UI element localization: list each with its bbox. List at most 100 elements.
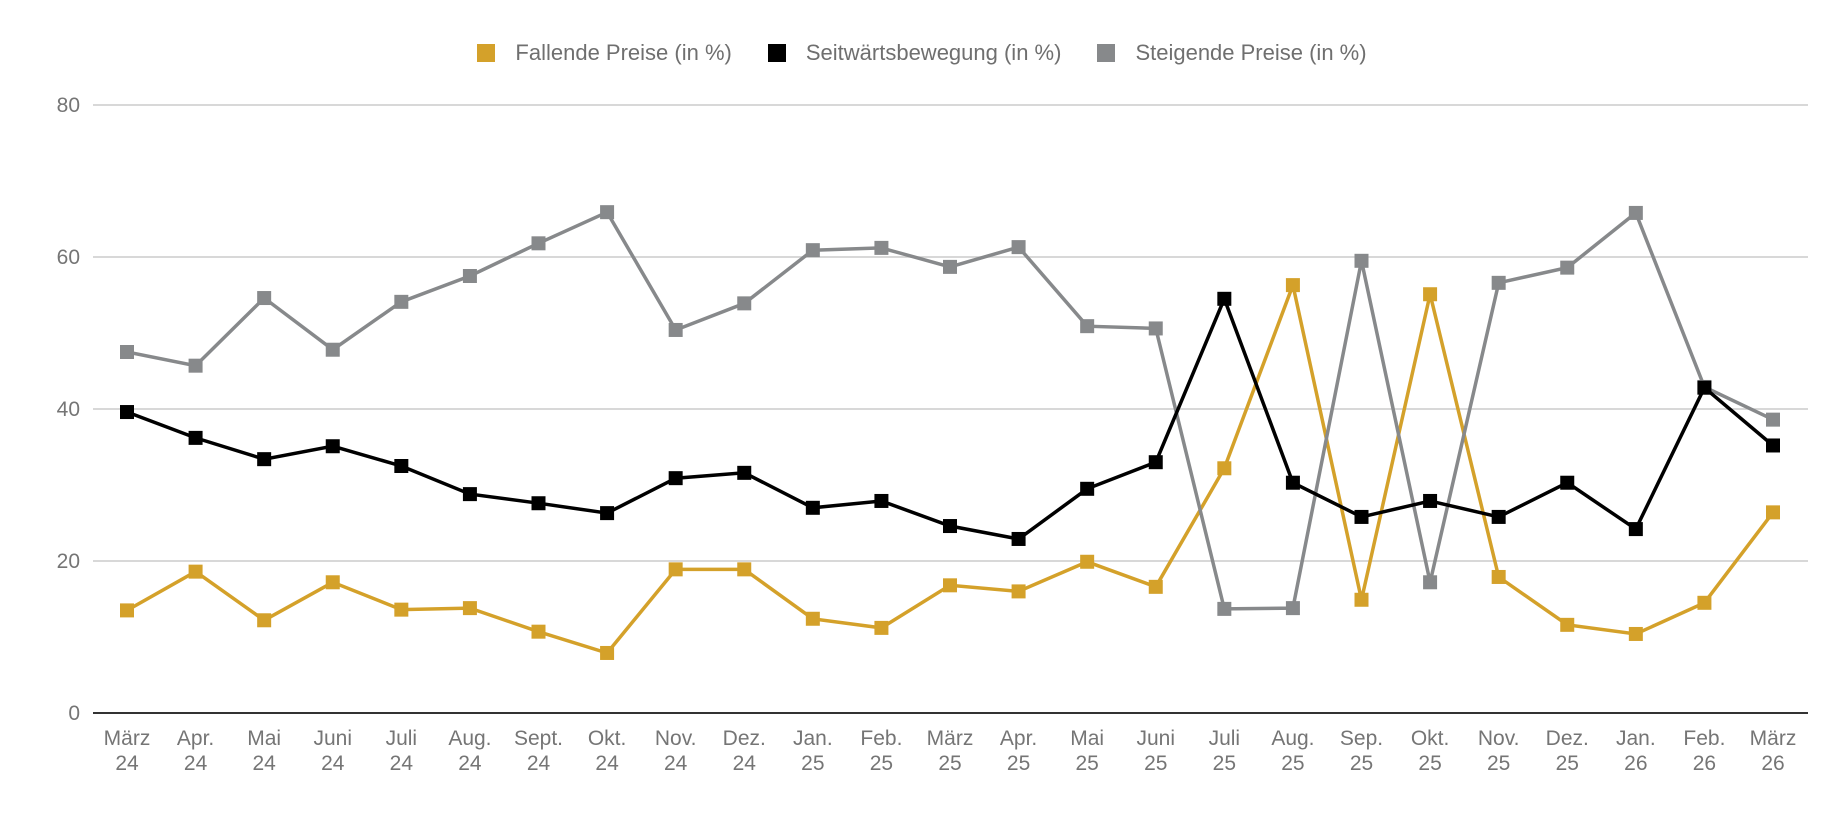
x-tick-label-year: 25 xyxy=(938,752,961,775)
data-point-steigende-preise[interactable] xyxy=(257,291,272,306)
data-point-steigende-preise[interactable] xyxy=(462,269,477,283)
data-point-fallende-preise[interactable] xyxy=(1217,461,1232,476)
data-point-seitwaertsbewegung[interactable] xyxy=(1217,291,1232,306)
data-point-seitwaertsbewegung[interactable] xyxy=(188,430,203,445)
data-point-steigende-preise[interactable] xyxy=(325,342,340,357)
data-point-seitwaertsbewegung[interactable] xyxy=(531,496,546,511)
x-tick-label-year: 25 xyxy=(1144,752,1167,775)
legend-label-seitwaertsbewegung: Seitwärtsbewegung (in %) xyxy=(805,40,1062,65)
legend-item-seitwaertsbewegung[interactable]: Seitwärtsbewegung (in %) xyxy=(767,40,1062,66)
data-point-seitwaertsbewegung[interactable] xyxy=(943,519,957,534)
data-point-fallende-preise[interactable] xyxy=(1423,287,1438,302)
x-tick-label-month: Jan. xyxy=(1616,727,1656,750)
data-point-steigende-preise[interactable] xyxy=(737,296,752,311)
data-point-fallende-preise[interactable] xyxy=(188,564,203,579)
x-tick-label-month: Dez. xyxy=(723,727,766,750)
data-point-fallende-preise[interactable] xyxy=(805,611,820,626)
data-point-steigende-preise[interactable] xyxy=(1148,321,1163,336)
data-point-seitwaertsbewegung[interactable] xyxy=(1766,438,1780,453)
data-point-fallende-preise[interactable] xyxy=(1011,584,1026,599)
data-point-steigende-preise[interactable] xyxy=(874,240,889,255)
data-point-steigende-preise[interactable] xyxy=(600,205,615,220)
x-tick-label-month: Feb. xyxy=(1683,727,1725,750)
data-point-seitwaertsbewegung[interactable] xyxy=(257,452,272,467)
data-point-fallende-preise[interactable] xyxy=(120,603,134,618)
data-point-seitwaertsbewegung[interactable] xyxy=(462,487,477,502)
data-point-seitwaertsbewegung[interactable] xyxy=(737,465,752,480)
x-tick-label-year: 25 xyxy=(801,752,824,775)
data-point-seitwaertsbewegung[interactable] xyxy=(1354,509,1369,524)
data-point-fallende-preise[interactable] xyxy=(531,624,546,639)
data-point-fallende-preise[interactable] xyxy=(1766,505,1780,520)
data-point-seitwaertsbewegung[interactable] xyxy=(600,506,615,521)
x-tick-label-month: Mai xyxy=(1070,727,1104,750)
data-point-seitwaertsbewegung[interactable] xyxy=(668,471,683,486)
x-tick-label-year: 24 xyxy=(252,752,276,775)
data-point-fallende-preise[interactable] xyxy=(1697,595,1712,610)
legend-item-steigende-preise[interactable]: Steigende Preise (in %) xyxy=(1097,40,1367,66)
data-point-fallende-preise[interactable] xyxy=(874,620,889,635)
data-point-seitwaertsbewegung[interactable] xyxy=(1148,455,1163,470)
data-point-fallende-preise[interactable] xyxy=(394,602,409,617)
data-point-fallende-preise[interactable] xyxy=(668,562,683,577)
x-tick-label-year: 24 xyxy=(458,752,482,775)
data-point-seitwaertsbewegung[interactable] xyxy=(1697,380,1712,395)
data-point-seitwaertsbewegung[interactable] xyxy=(1491,509,1506,524)
data-point-seitwaertsbewegung[interactable] xyxy=(805,500,820,515)
data-point-steigende-preise[interactable] xyxy=(1766,412,1780,427)
data-point-seitwaertsbewegung[interactable] xyxy=(874,493,889,508)
series-fallende-preise xyxy=(120,278,1780,660)
data-point-steigende-preise[interactable] xyxy=(1217,601,1232,616)
data-point-fallende-preise[interactable] xyxy=(1354,592,1369,607)
x-tick-label-month: Okt. xyxy=(588,727,627,750)
x-tick-label-year: 24 xyxy=(664,752,688,775)
x-tick-label-year: 25 xyxy=(1418,752,1441,775)
data-point-steigende-preise[interactable] xyxy=(394,294,409,309)
data-point-fallende-preise[interactable] xyxy=(1148,579,1163,594)
data-point-steigende-preise[interactable] xyxy=(1423,575,1438,590)
data-point-fallende-preise[interactable] xyxy=(737,562,752,577)
data-point-fallende-preise[interactable] xyxy=(1628,626,1643,641)
data-point-fallende-preise[interactable] xyxy=(325,575,340,590)
data-point-seitwaertsbewegung[interactable] xyxy=(394,459,409,473)
data-point-steigende-preise[interactable] xyxy=(120,345,134,359)
data-point-steigende-preise[interactable] xyxy=(1011,240,1026,255)
data-point-steigende-preise[interactable] xyxy=(943,259,957,274)
data-point-steigende-preise[interactable] xyxy=(668,322,683,337)
data-point-steigende-preise[interactable] xyxy=(805,243,820,258)
y-tick-label: 20 xyxy=(57,550,80,573)
data-point-fallende-preise[interactable] xyxy=(1080,554,1095,569)
data-point-fallende-preise[interactable] xyxy=(462,601,477,616)
x-tick-label-month: März xyxy=(1750,727,1797,750)
data-point-seitwaertsbewegung[interactable] xyxy=(1628,522,1643,537)
data-point-steigende-preise[interactable] xyxy=(1285,601,1300,616)
data-point-seitwaertsbewegung[interactable] xyxy=(120,405,134,420)
data-point-steigende-preise[interactable] xyxy=(1080,319,1095,334)
x-tick-label-month: Apr. xyxy=(177,727,214,750)
data-point-steigende-preise[interactable] xyxy=(531,236,546,251)
x-tick-label-year: 25 xyxy=(870,752,893,775)
legend-item-fallende-preise[interactable]: Fallende Preise (in %) xyxy=(477,40,732,66)
data-point-steigende-preise[interactable] xyxy=(188,358,203,373)
data-point-seitwaertsbewegung[interactable] xyxy=(1080,481,1095,496)
x-tick-label-month: Juni xyxy=(313,727,352,750)
data-point-steigende-preise[interactable] xyxy=(1560,260,1575,275)
data-point-steigende-preise[interactable] xyxy=(1628,205,1643,220)
data-point-seitwaertsbewegung[interactable] xyxy=(1011,531,1026,546)
x-axis-ticks: März24Apr.24Mai24Juni24Juli24Aug.24Sept.… xyxy=(104,727,1797,775)
data-point-fallende-preise[interactable] xyxy=(1491,569,1506,584)
data-point-seitwaertsbewegung[interactable] xyxy=(1285,475,1300,490)
data-point-fallende-preise[interactable] xyxy=(1560,617,1575,632)
data-point-seitwaertsbewegung[interactable] xyxy=(1423,493,1438,508)
x-tick-label-month: März xyxy=(104,727,151,750)
data-point-seitwaertsbewegung[interactable] xyxy=(1560,475,1575,490)
data-point-seitwaertsbewegung[interactable] xyxy=(325,439,340,454)
data-point-fallende-preise[interactable] xyxy=(943,578,957,593)
x-tick-label-month: Juli xyxy=(386,727,418,750)
data-point-fallende-preise[interactable] xyxy=(600,645,615,660)
data-point-steigende-preise[interactable] xyxy=(1354,253,1369,268)
data-point-steigende-preise[interactable] xyxy=(1491,275,1506,290)
data-point-fallende-preise[interactable] xyxy=(257,613,272,628)
x-tick-label-month: Nov. xyxy=(1478,727,1520,750)
data-point-fallende-preise[interactable] xyxy=(1285,278,1300,293)
